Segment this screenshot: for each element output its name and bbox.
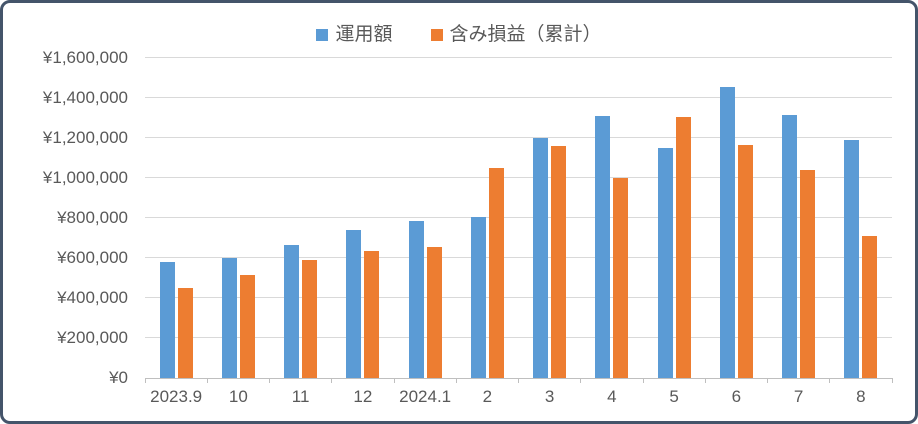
y-axis-tick-label: ¥800,000 — [57, 207, 128, 227]
data-bar[interactable] — [239, 274, 255, 378]
data-bar[interactable] — [782, 114, 798, 378]
y-axis-tick-label: ¥1,600,000 — [42, 47, 128, 67]
axis-tick-mark — [144, 377, 146, 383]
axis-tick-mark — [206, 377, 208, 383]
axis-tick-mark — [891, 377, 893, 383]
x-axis-line — [145, 377, 893, 379]
data-bar[interactable] — [862, 235, 878, 378]
data-bar[interactable] — [221, 257, 237, 378]
axis-tick-mark — [393, 377, 395, 383]
x-axis-category-label: 5 — [669, 387, 679, 406]
data-bar[interactable] — [533, 137, 549, 378]
data-bar[interactable] — [470, 216, 486, 378]
axis-tick-mark — [767, 377, 768, 383]
axis-tick-mark — [518, 377, 519, 383]
data-bar[interactable] — [551, 145, 567, 378]
y-axis-tick-label: ¥1,000,000 — [42, 167, 128, 187]
x-axis-category-label: 2 — [482, 387, 493, 406]
plot-area: ¥0 ¥200,000 ¥400,000 ¥600,000 ¥800,000 ¥1,000… — [3, 3, 915, 421]
data-bar[interactable] — [159, 261, 175, 378]
data-bar[interactable] — [346, 229, 362, 378]
x-axis-category-label: 7 — [793, 387, 804, 406]
data-bar[interactable] — [302, 259, 318, 378]
x-axis-category-label: 11 — [291, 387, 310, 406]
y-axis-tick-label: ¥0 — [109, 367, 128, 387]
data-bar[interactable] — [613, 177, 629, 378]
data-bar[interactable] — [719, 86, 735, 378]
gridline — [145, 217, 892, 218]
gridline — [145, 97, 892, 98]
y-axis-tick-label: ¥400,000 — [57, 287, 128, 307]
gridline — [145, 297, 892, 298]
x-axis-category-label: 3 — [544, 387, 555, 406]
legend-item-0[interactable]: 運用額 — [316, 22, 393, 48]
legend-item-1[interactable]: 含み損益（累計） — [430, 22, 602, 48]
axis-tick-mark — [580, 377, 582, 383]
y-axis-tick-label: ¥200,000 — [57, 327, 128, 347]
gridline — [145, 137, 892, 138]
chart-legend: 運用額 含み損益（累計） — [3, 22, 915, 48]
legend-swatch-icon — [316, 29, 329, 41]
axis-tick-mark — [269, 377, 270, 383]
gridline — [145, 177, 892, 178]
x-axis-category-label: 8 — [856, 387, 866, 406]
data-bar[interactable] — [657, 147, 673, 378]
axis-tick-mark — [331, 377, 333, 383]
axis-tick-mark — [704, 377, 706, 383]
legend-label: 運用額 — [335, 24, 393, 45]
axis-tick-mark — [829, 377, 831, 383]
axis-tick-mark — [455, 377, 457, 383]
y-axis-tick-label: ¥1,400,000 — [42, 87, 128, 107]
x-axis-category-label: 2024.1 — [399, 387, 452, 406]
x-axis-category-label: 12 — [353, 387, 373, 406]
data-bar[interactable] — [800, 169, 816, 378]
data-bar[interactable] — [675, 116, 691, 378]
data-bar[interactable] — [408, 220, 424, 378]
data-bar[interactable] — [364, 250, 380, 378]
legend-swatch-icon — [430, 29, 443, 41]
y-axis-tick-label: ¥1,200,000 — [42, 127, 128, 147]
x-axis-category-label: 10 — [228, 387, 248, 406]
data-bar[interactable] — [177, 287, 193, 378]
gridline — [145, 257, 892, 258]
data-bar[interactable] — [488, 167, 504, 378]
data-bar[interactable] — [844, 139, 860, 378]
data-bar[interactable] — [426, 246, 442, 378]
data-bar[interactable] — [737, 144, 753, 378]
y-axis-tick-label: ¥600,000 — [57, 247, 128, 267]
x-axis-category-label: 6 — [731, 387, 742, 406]
x-axis-category-label: 4 — [607, 387, 617, 406]
gridline — [145, 337, 892, 338]
data-bar[interactable] — [595, 115, 611, 378]
axis-tick-mark — [642, 377, 644, 383]
legend-label: 含み損益（累計） — [449, 24, 602, 45]
gridline — [145, 57, 892, 58]
x-axis-category-label: 2023.9 — [150, 387, 203, 406]
data-bar[interactable] — [284, 244, 300, 378]
